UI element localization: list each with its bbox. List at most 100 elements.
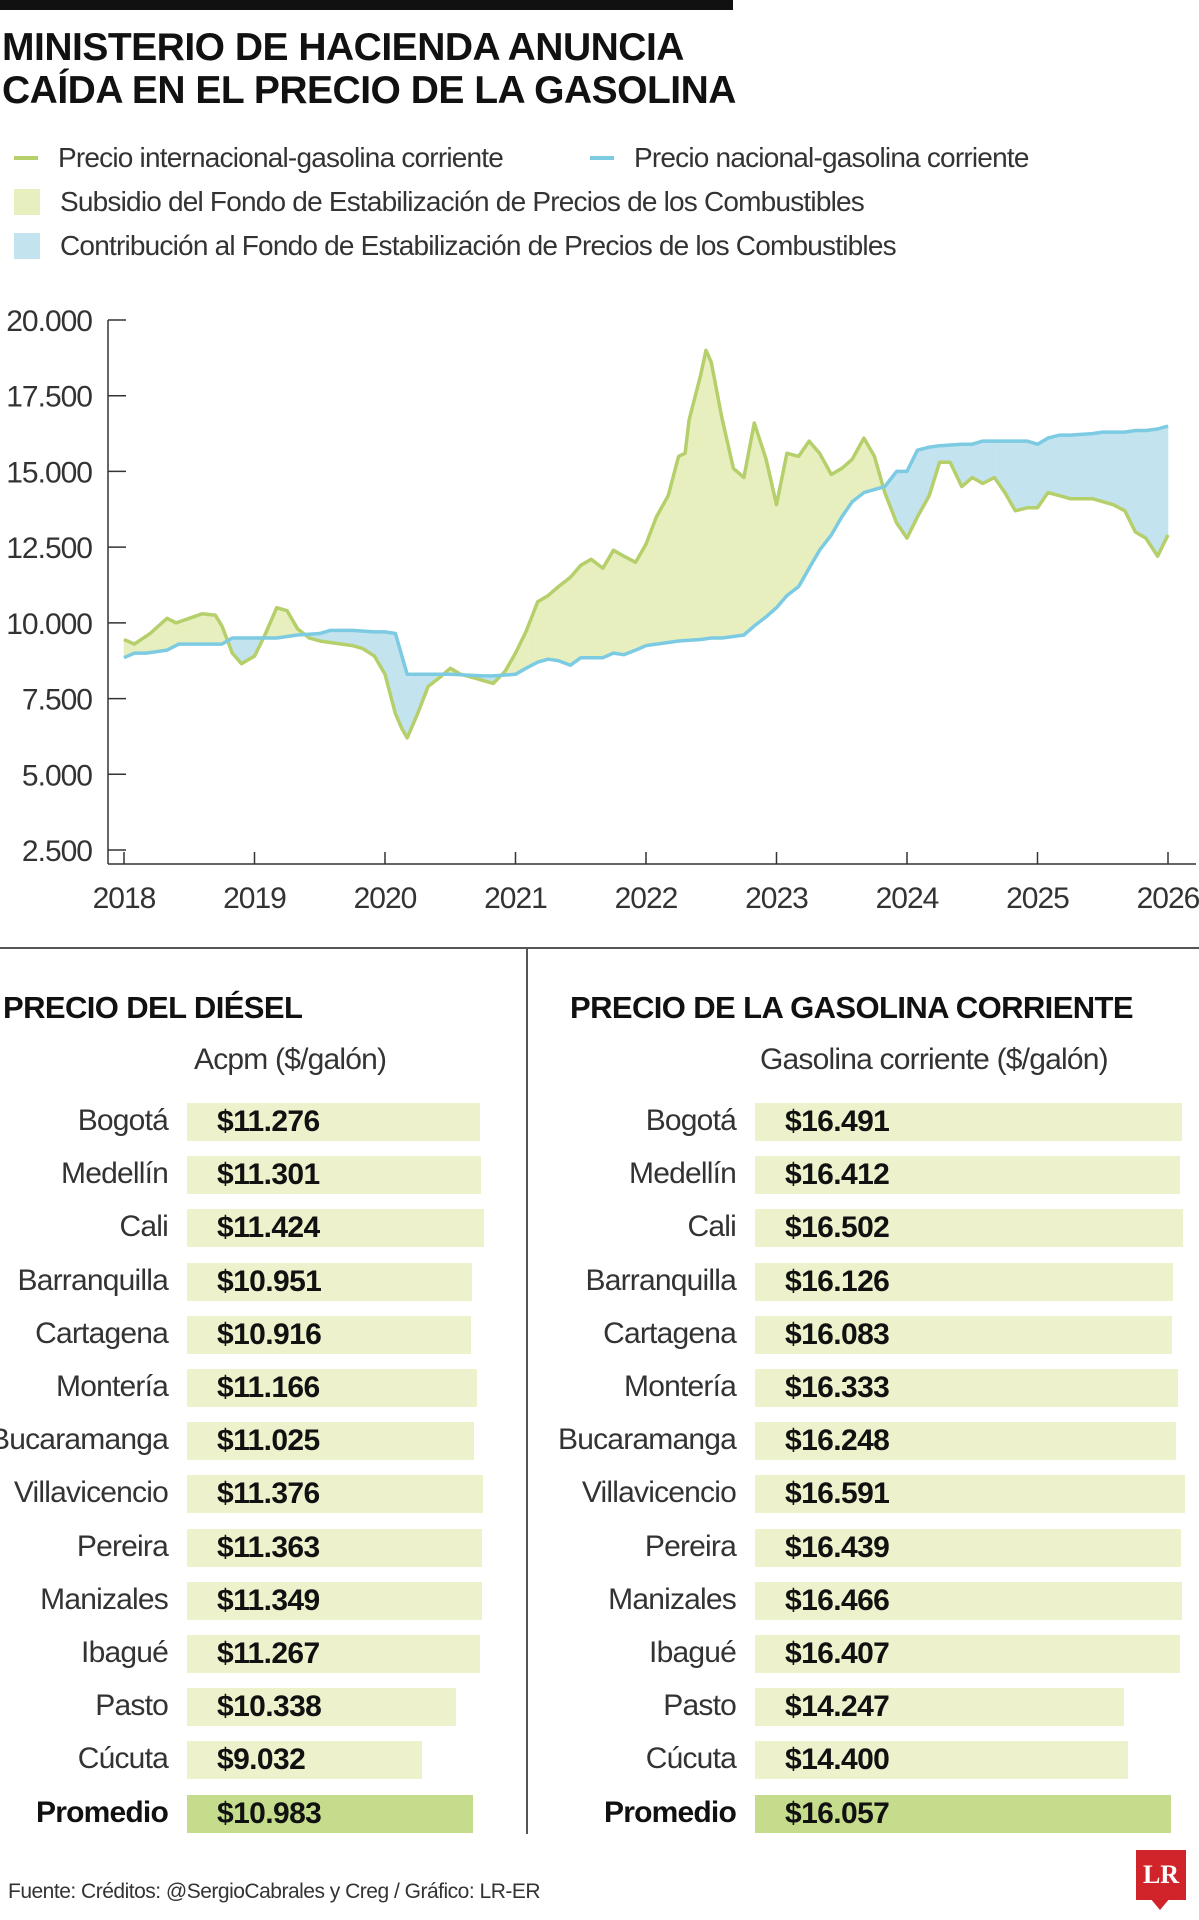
legend-label-national: Precio nacional-gasolina corriente <box>634 142 1029 173</box>
price-value: $16.057 <box>785 1796 890 1830</box>
price-bar <box>187 1475 483 1514</box>
x-tick-label: 2025 <box>1006 882 1069 915</box>
price-bar <box>187 1369 478 1407</box>
legend-label-subsidy: Subsidio del Fondo de Estabilización de … <box>60 186 865 217</box>
price-bar <box>187 1156 481 1195</box>
legend-swatch-intl <box>14 156 38 160</box>
legend-swatch-national <box>590 156 614 160</box>
city-label: Ibagué <box>81 1636 169 1669</box>
price-bar <box>755 1315 1172 1354</box>
price-value: $11.276 <box>217 1105 320 1138</box>
price-bar <box>755 1262 1173 1301</box>
price-bar <box>187 1422 474 1461</box>
x-tick-label: 2023 <box>745 882 808 915</box>
x-tick-label: 2021 <box>484 882 547 915</box>
price-bar <box>187 1794 473 1833</box>
price-bar <box>755 1528 1182 1567</box>
price-bar <box>755 1156 1181 1195</box>
price-value: $10.916 <box>217 1317 322 1351</box>
table-row: Cúcuta $9.032 <box>0 1739 1199 1780</box>
price-bar <box>755 1475 1185 1514</box>
price-value: $14.400 <box>785 1743 890 1777</box>
price-value: $16.333 <box>785 1371 890 1404</box>
table-row: Barranquilla $10.951 <box>0 1261 1199 1301</box>
legend-item-intl: Precio internacional-gasolina corriente <box>0 142 504 174</box>
contribution-area-segment <box>1166 425 1169 538</box>
city-label: Cali <box>119 1210 169 1244</box>
price-bar <box>187 1528 483 1567</box>
price-value: $11.349 <box>217 1583 320 1617</box>
diesel-table-subtitle: Acpm ($/galón) <box>194 1043 387 1076</box>
price-value: $16.248 <box>785 1424 890 1458</box>
legend-swatch-subsidy <box>14 189 40 215</box>
legend-item-subsidy: Subsidio del Fondo de Estabilización de … <box>0 186 865 218</box>
table-row: Manizales $16.466 <box>0 1580 1199 1620</box>
city-label: Cartagena <box>603 1316 737 1350</box>
city-label: Cartagena <box>35 1316 169 1350</box>
city-label: Cali <box>687 1210 737 1244</box>
table-row: Pasto $14.247 <box>0 1686 1199 1727</box>
price-value: $11.025 <box>217 1424 320 1458</box>
table-row: Ibagué $11.267 <box>0 1633 1199 1673</box>
table-row: Pasto $10.338 <box>0 1686 1199 1727</box>
gasoline-table-title: PRECIO DE LA GASOLINA CORRIENTE <box>570 990 1134 1025</box>
table-row: Bogotá $11.276 <box>0 1101 1199 1141</box>
city-label: Pereira <box>644 1529 737 1563</box>
table-row: Pereira $16.439 <box>0 1527 1199 1567</box>
x-tick-label: 2020 <box>354 882 417 915</box>
diesel-table-title: PRECIO DEL DIÉSEL <box>3 990 303 1025</box>
title-line-1: MINISTERIO DE HACIENDA ANUNCIA <box>2 26 684 69</box>
city-label: Pasto <box>663 1689 737 1723</box>
price-line-chart: 20.000 17.500 15.000 12.500 10.000 7.500 5.000… <box>6 305 1199 915</box>
city-label: Villavicencio <box>581 1476 737 1510</box>
source-note: Fuente: Créditos: @SergioCabrales y Creg… <box>8 1880 541 1903</box>
price-bar <box>755 1422 1177 1461</box>
price-value: $11.166 <box>217 1371 320 1404</box>
lr-logo: LR <box>1136 1850 1186 1900</box>
city-label: Barranquilla <box>17 1263 169 1297</box>
price-bar <box>755 1209 1183 1248</box>
y-tick-label: 7.500 <box>22 684 92 717</box>
price-bar <box>755 1635 1181 1673</box>
city-label: Pasto <box>95 1689 169 1723</box>
table-row: Medellín $16.412 <box>0 1154 1199 1195</box>
x-tick-label: 2024 <box>876 882 939 915</box>
table-row: Pereira $11.363 <box>0 1527 1199 1567</box>
legend-label-intl: Precio internacional-gasolina corriente <box>58 142 504 173</box>
price-value: $16.412 <box>785 1158 890 1192</box>
price-bar <box>187 1635 480 1673</box>
city-label: Montería <box>56 1370 169 1403</box>
price-bar <box>755 1581 1182 1620</box>
y-tick-label: 5.000 <box>22 759 92 792</box>
price-value: $11.301 <box>217 1158 320 1192</box>
city-label: Barranquilla <box>585 1263 737 1297</box>
table-divider <box>526 949 528 1834</box>
price-value: $10.338 <box>217 1690 322 1724</box>
y-tick-label: 17.500 <box>6 381 92 414</box>
x-tick-label: 2026 <box>1137 882 1199 915</box>
price-bar <box>187 1581 483 1620</box>
city-label: Medellín <box>61 1157 169 1191</box>
price-value: $11.267 <box>217 1637 320 1670</box>
city-label: Pereira <box>76 1529 169 1563</box>
price-bar <box>187 1688 456 1727</box>
price-bar <box>187 1262 472 1301</box>
city-label: Ibagué <box>649 1636 737 1669</box>
table-row: Manizales $11.349 <box>0 1580 1199 1620</box>
table-row: Bucaramanga $16.248 <box>0 1420 1199 1461</box>
city-label: Cúcuta <box>645 1742 737 1776</box>
y-tick-label: 10.000 <box>6 608 92 641</box>
price-value: $16.491 <box>785 1105 890 1138</box>
table-row: Montería $16.333 <box>0 1367 1199 1407</box>
top-bar <box>0 0 733 10</box>
price-value: $16.591 <box>785 1477 890 1511</box>
title-line-2: CAÍDA EN EL PRECIO DE LA GASOLINA <box>2 69 736 112</box>
city-label: Villavicencio <box>13 1476 169 1510</box>
page-title: MINISTERIO DE HACIENDA ANUNCIA CAÍDA EN … <box>2 26 736 112</box>
legend-item-contribution: Contribución al Fondo de Estabilización … <box>0 230 897 262</box>
gasoline-table-subtitle: Gasolina corriente ($/galón) <box>760 1043 1109 1076</box>
table-row-average: Promedio $16.057 <box>0 1793 1199 1833</box>
price-bar <box>755 1369 1179 1407</box>
legend-label-contribution: Contribución al Fondo de Estabilización … <box>60 230 897 261</box>
price-bar <box>755 1794 1172 1833</box>
